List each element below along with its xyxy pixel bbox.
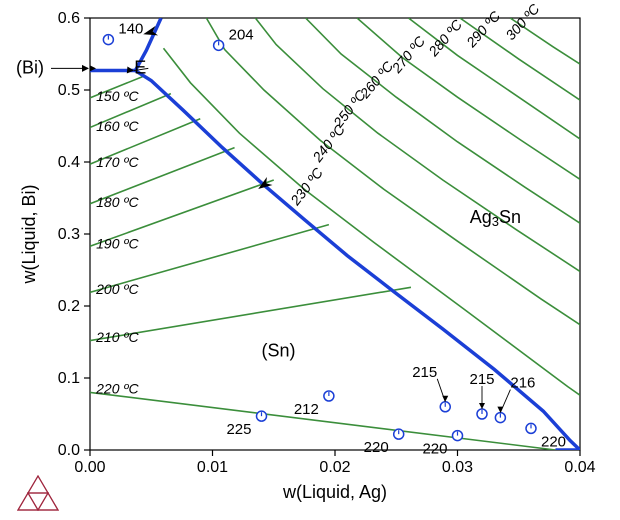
- isotherm-label: 190 ºC: [96, 236, 139, 252]
- x-tick-label: 0.04: [564, 459, 595, 476]
- data-point: [324, 391, 334, 401]
- data-point: [440, 402, 450, 412]
- y-tick-label: 0.1: [58, 370, 80, 387]
- data-point: [453, 431, 463, 441]
- chart-svg: 150 ºC 160 ºC 170 ºC 180 ºC 190 ºC 200 ºC 210 …: [0, 0, 620, 520]
- data-point-label: 140: [118, 21, 143, 38]
- isotherm-label: 160 ºC: [96, 118, 139, 134]
- arrowhead: [497, 407, 503, 413]
- isotherm-label: 280 ºC: [425, 16, 466, 60]
- data-point: [103, 35, 113, 45]
- isotherm-label: 150 ºC: [96, 88, 139, 104]
- data-point: [257, 411, 267, 421]
- plot-frame: [90, 18, 580, 450]
- data-point-label: 220: [364, 439, 389, 456]
- arrowhead: [82, 65, 89, 72]
- isotherm-label: 180 ºC: [96, 194, 139, 210]
- isotherm-label: 200 ºC: [95, 281, 139, 297]
- thermocalc-logo: [18, 476, 58, 510]
- phase-diagram-chart: { "chart": { "type": "phase-diagram", "w…: [0, 0, 620, 520]
- x-tick-label: 0.00: [74, 459, 105, 476]
- data-point: [477, 409, 487, 419]
- y-tick-label: 0.0: [58, 442, 80, 459]
- isotherm-label: 170 ºC: [96, 154, 139, 170]
- x-axis-label: w(Liquid, Ag): [282, 482, 387, 502]
- isotherm-label: 210 ºC: [95, 329, 139, 345]
- y-axis-label: w(Liquid, Bi): [19, 184, 39, 284]
- data-point-label: 215: [469, 371, 494, 388]
- x-tick-label: 0.02: [319, 459, 350, 476]
- arrowhead: [442, 396, 448, 402]
- y-tick-label: 0.4: [58, 154, 80, 171]
- arrowhead: [479, 403, 485, 409]
- data-point-label: 216: [510, 375, 535, 392]
- data-point-label: 220: [422, 441, 447, 458]
- y-tick-label: 0.6: [58, 10, 80, 27]
- data-point: [214, 40, 224, 50]
- bi-label: (Bi): [16, 57, 44, 77]
- data-point-label: 225: [226, 421, 251, 438]
- y-tick-label: 0.3: [58, 226, 80, 243]
- eutectic-label: E: [134, 57, 146, 77]
- data-point: [526, 423, 536, 433]
- data-point: [394, 429, 404, 439]
- phase-region-label: (Sn): [262, 340, 296, 360]
- data-point-label: 215: [412, 364, 437, 381]
- y-tick-label: 0.5: [58, 82, 80, 99]
- data-point-label: 204: [229, 26, 254, 43]
- data-point-label: 212: [294, 401, 319, 418]
- isotherm-label: 220 ºC: [95, 380, 139, 396]
- arrowhead: [127, 66, 135, 74]
- isotherm-line: [90, 392, 556, 450]
- isotherm-label: 270 ºC: [388, 32, 429, 76]
- data-point: [495, 413, 505, 423]
- x-tick-label: 0.01: [197, 459, 228, 476]
- x-tick-label: 0.03: [442, 459, 473, 476]
- phase-region-label: Ag3Sn: [470, 207, 521, 229]
- isotherm-line: [255, 18, 580, 271]
- y-tick-label: 0.2: [58, 298, 80, 315]
- isotherm-line: [409, 18, 581, 139]
- data-point-label: 220: [541, 433, 566, 450]
